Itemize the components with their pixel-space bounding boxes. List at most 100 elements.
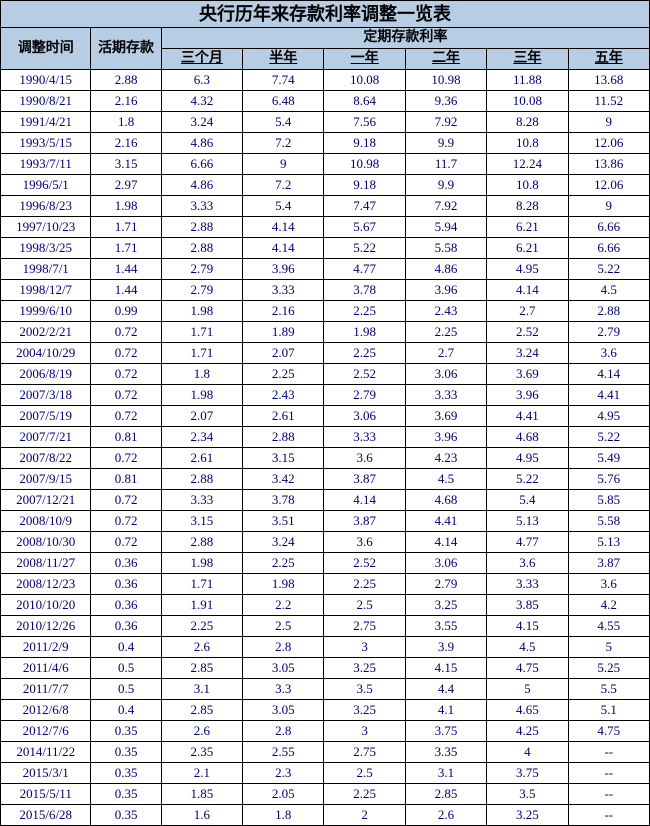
cell-date: 1998/12/7: [1, 280, 91, 301]
cell-rate: 5.4: [243, 112, 324, 133]
cell-rate: 6.21: [487, 217, 568, 238]
cell-rate: 5.13: [487, 511, 568, 532]
table-row: 1990/4/152.886.37.7410.0810.9811.8813.68: [1, 70, 650, 91]
cell-rate: 2.5: [324, 763, 405, 784]
cell-demand: 1.71: [91, 217, 161, 238]
table-row: 2006/8/190.721.82.252.523.063.694.14: [1, 364, 650, 385]
cell-rate: 3.85: [487, 595, 568, 616]
table-row: 1996/8/231.983.335.47.477.928.289: [1, 196, 650, 217]
cell-rate: 3.1: [405, 763, 486, 784]
table-row: 2015/5/110.351.852.052.252.853.5--: [1, 784, 650, 805]
cell-demand: 0.36: [91, 616, 161, 637]
cell-rate: 13.86: [568, 154, 649, 175]
cell-date: 2006/8/19: [1, 364, 91, 385]
cell-rate: 4.68: [405, 490, 486, 511]
cell-rate: 2.88: [568, 301, 649, 322]
table-row: 2007/3/180.721.982.432.793.333.964.41: [1, 385, 650, 406]
cell-rate: 4: [487, 742, 568, 763]
table-row: 1990/8/212.164.326.488.649.3610.0811.52: [1, 91, 650, 112]
cell-rate: 5.94: [405, 217, 486, 238]
cell-demand: 0.35: [91, 742, 161, 763]
cell-rate: 3.6: [324, 532, 405, 553]
cell-rate: 3.96: [405, 280, 486, 301]
cell-demand: 0.72: [91, 322, 161, 343]
cell-rate: 9.9: [405, 133, 486, 154]
cell-rate: 3.51: [243, 511, 324, 532]
cell-rate: 2.52: [324, 364, 405, 385]
cell-rate: 2.79: [161, 259, 242, 280]
table-row: 2008/10/90.723.153.513.874.415.135.58: [1, 511, 650, 532]
cell-date: 2011/2/9: [1, 637, 91, 658]
cell-rate: 2.6: [405, 805, 486, 826]
cell-rate: 10.8: [487, 175, 568, 196]
cell-rate: 3.33: [243, 280, 324, 301]
cell-date: 2007/7/21: [1, 427, 91, 448]
cell-rate: 2.6: [161, 721, 242, 742]
cell-demand: 0.35: [91, 805, 161, 826]
cell-rate: 7.92: [405, 112, 486, 133]
cell-date: 1993/7/11: [1, 154, 91, 175]
cell-rate: 3.75: [487, 763, 568, 784]
cell-date: 2008/10/9: [1, 511, 91, 532]
cell-rate: 5.85: [568, 490, 649, 511]
cell-rate: 1.8: [243, 805, 324, 826]
cell-rate: 5: [568, 637, 649, 658]
cell-rate: 2.75: [324, 616, 405, 637]
cell-demand: 0.72: [91, 385, 161, 406]
cell-rate: --: [568, 742, 649, 763]
table-row: 2015/6/280.351.61.822.63.25--: [1, 805, 650, 826]
cell-demand: 0.99: [91, 301, 161, 322]
cell-date: 1997/10/23: [1, 217, 91, 238]
table-row: 2012/6/80.42.853.053.254.14.655.1: [1, 700, 650, 721]
cell-rate: 2.25: [324, 301, 405, 322]
cell-date: 2015/5/11: [1, 784, 91, 805]
cell-rate: 1.71: [161, 343, 242, 364]
cell-rate: 4.1: [405, 700, 486, 721]
cell-rate: 11.7: [405, 154, 486, 175]
cell-date: 2015/6/28: [1, 805, 91, 826]
cell-rate: 2.85: [161, 658, 242, 679]
cell-rate: 1.98: [161, 553, 242, 574]
cell-rate: 1.98: [324, 322, 405, 343]
cell-rate: 7.92: [405, 196, 486, 217]
cell-rate: 9: [243, 154, 324, 175]
table-row: 1993/5/152.164.867.29.189.910.812.06: [1, 133, 650, 154]
col-demand: 活期存款: [91, 28, 161, 70]
cell-rate: 1.85: [161, 784, 242, 805]
cell-rate: 4.95: [568, 406, 649, 427]
col-group-fixed: 定期存款利率: [161, 28, 649, 49]
cell-rate: 3.6: [487, 553, 568, 574]
cell-rate: 2.1: [161, 763, 242, 784]
cell-date: 1998/3/25: [1, 238, 91, 259]
cell-rate: 2.79: [568, 322, 649, 343]
cell-rate: 10.8: [487, 133, 568, 154]
cell-rate: 3.25: [324, 658, 405, 679]
cell-demand: 1.71: [91, 238, 161, 259]
cell-demand: 0.35: [91, 763, 161, 784]
cell-rate: 2.88: [161, 532, 242, 553]
cell-rate: 3.25: [487, 805, 568, 826]
cell-rate: 3.24: [161, 112, 242, 133]
cell-date: 2012/6/8: [1, 700, 91, 721]
cell-rate: 3.87: [568, 553, 649, 574]
cell-rate: 2.05: [243, 784, 324, 805]
table-row: 2015/3/10.352.12.32.53.13.75--: [1, 763, 650, 784]
cell-rate: 1.8: [161, 364, 242, 385]
cell-rate: 4.14: [487, 280, 568, 301]
cell-rate: 3.3: [243, 679, 324, 700]
cell-rate: 3.24: [487, 343, 568, 364]
cell-demand: 0.72: [91, 511, 161, 532]
cell-rate: 3.1: [161, 679, 242, 700]
cell-date: 2015/3/1: [1, 763, 91, 784]
cell-demand: 0.81: [91, 469, 161, 490]
cell-rate: 2.88: [161, 238, 242, 259]
cell-rate: 1.98: [161, 301, 242, 322]
cell-rate: 3.25: [324, 700, 405, 721]
table-row: 1999/6/100.991.982.162.252.432.72.88: [1, 301, 650, 322]
cell-date: 2008/11/27: [1, 553, 91, 574]
cell-date: 2007/8/22: [1, 448, 91, 469]
cell-rate: 4.14: [568, 364, 649, 385]
cell-rate: 7.56: [324, 112, 405, 133]
cell-demand: 0.5: [91, 679, 161, 700]
table-row: 2007/12/210.723.333.784.144.685.45.85: [1, 490, 650, 511]
